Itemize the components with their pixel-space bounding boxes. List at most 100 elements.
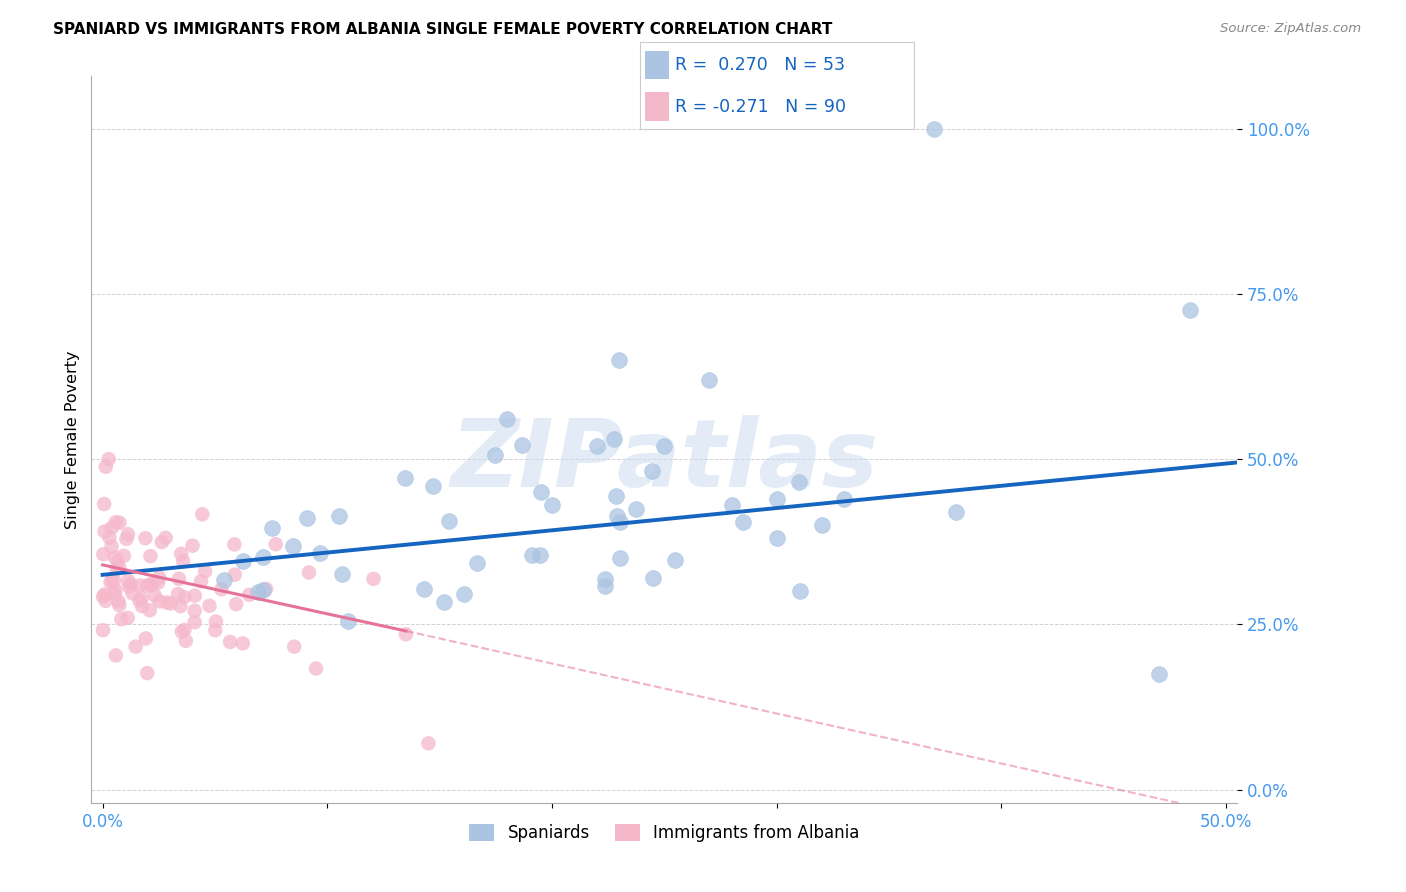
Point	[190, 574, 212, 588]
Point	[183, 615, 205, 630]
Point	[97, 452, 120, 467]
Point	[765, 532, 787, 546]
Point	[496, 412, 519, 426]
Point	[117, 527, 139, 541]
Point	[108, 598, 131, 612]
Point	[141, 578, 163, 592]
Point	[731, 515, 754, 529]
Point	[530, 485, 553, 500]
Point	[624, 501, 647, 516]
Point	[298, 566, 321, 580]
Point	[134, 531, 156, 545]
Point	[131, 591, 153, 605]
Point	[100, 540, 122, 554]
Point	[156, 595, 179, 609]
Point	[108, 516, 131, 530]
Point	[117, 574, 139, 588]
Point	[641, 464, 664, 478]
Point	[184, 589, 207, 603]
Point	[437, 514, 460, 528]
Point	[330, 567, 353, 582]
Point	[609, 353, 631, 368]
Point	[159, 597, 181, 611]
Point	[101, 521, 124, 535]
Point	[1147, 667, 1170, 681]
Point	[212, 573, 235, 587]
Point	[139, 549, 162, 563]
Point	[363, 572, 385, 586]
Point	[93, 588, 115, 602]
Point	[108, 560, 131, 574]
Point	[224, 537, 246, 551]
Point	[143, 589, 166, 603]
Point	[606, 509, 628, 524]
Point	[103, 574, 125, 588]
Point	[602, 433, 624, 447]
Point	[191, 508, 214, 522]
Point	[465, 556, 488, 570]
Point	[609, 551, 631, 566]
Point	[309, 546, 332, 560]
Point	[135, 579, 157, 593]
Point	[664, 553, 686, 567]
Point	[169, 599, 191, 614]
Point	[328, 508, 350, 523]
Point	[110, 612, 132, 626]
Point	[91, 547, 114, 561]
Point	[605, 490, 627, 504]
Bar	[645, 92, 668, 120]
Point	[643, 571, 665, 585]
Point	[418, 736, 440, 750]
Text: Source: ZipAtlas.com: Source: ZipAtlas.com	[1220, 22, 1361, 36]
Point	[170, 624, 193, 639]
Point	[586, 439, 609, 453]
Point	[100, 575, 122, 590]
Point	[94, 459, 117, 474]
Point	[139, 603, 162, 617]
Point	[91, 590, 114, 604]
Point	[1178, 303, 1201, 318]
Point	[433, 595, 456, 609]
Point	[104, 582, 127, 597]
Point	[305, 661, 328, 675]
Point	[232, 636, 254, 650]
Point	[139, 577, 162, 591]
Point	[254, 582, 277, 596]
Point	[810, 518, 832, 533]
Point	[101, 573, 124, 587]
Point	[121, 586, 143, 600]
Point	[204, 624, 226, 638]
Point	[225, 597, 247, 611]
Point	[105, 562, 128, 576]
Point	[183, 604, 205, 618]
Point	[91, 623, 114, 637]
Point	[697, 373, 720, 387]
Point	[595, 579, 617, 593]
Point	[238, 588, 260, 602]
Point	[115, 532, 138, 546]
Point	[148, 570, 170, 584]
Point	[252, 549, 274, 564]
Point	[167, 587, 190, 601]
Point	[789, 584, 811, 599]
Y-axis label: Single Female Poverty: Single Female Poverty	[65, 350, 80, 529]
Point	[224, 567, 246, 582]
Point	[484, 448, 506, 462]
Point	[181, 539, 204, 553]
Point	[413, 582, 436, 597]
Point	[453, 586, 475, 600]
Point	[107, 554, 129, 568]
Point	[131, 599, 153, 614]
Point	[93, 524, 115, 539]
Point	[922, 121, 945, 136]
Point	[117, 611, 139, 625]
Point	[529, 548, 551, 562]
Point	[232, 554, 254, 568]
Point	[129, 578, 152, 592]
Point	[94, 594, 117, 608]
Point	[93, 497, 115, 511]
Point	[170, 547, 193, 561]
Point	[652, 439, 675, 453]
Point	[247, 584, 270, 599]
Point	[252, 582, 274, 597]
